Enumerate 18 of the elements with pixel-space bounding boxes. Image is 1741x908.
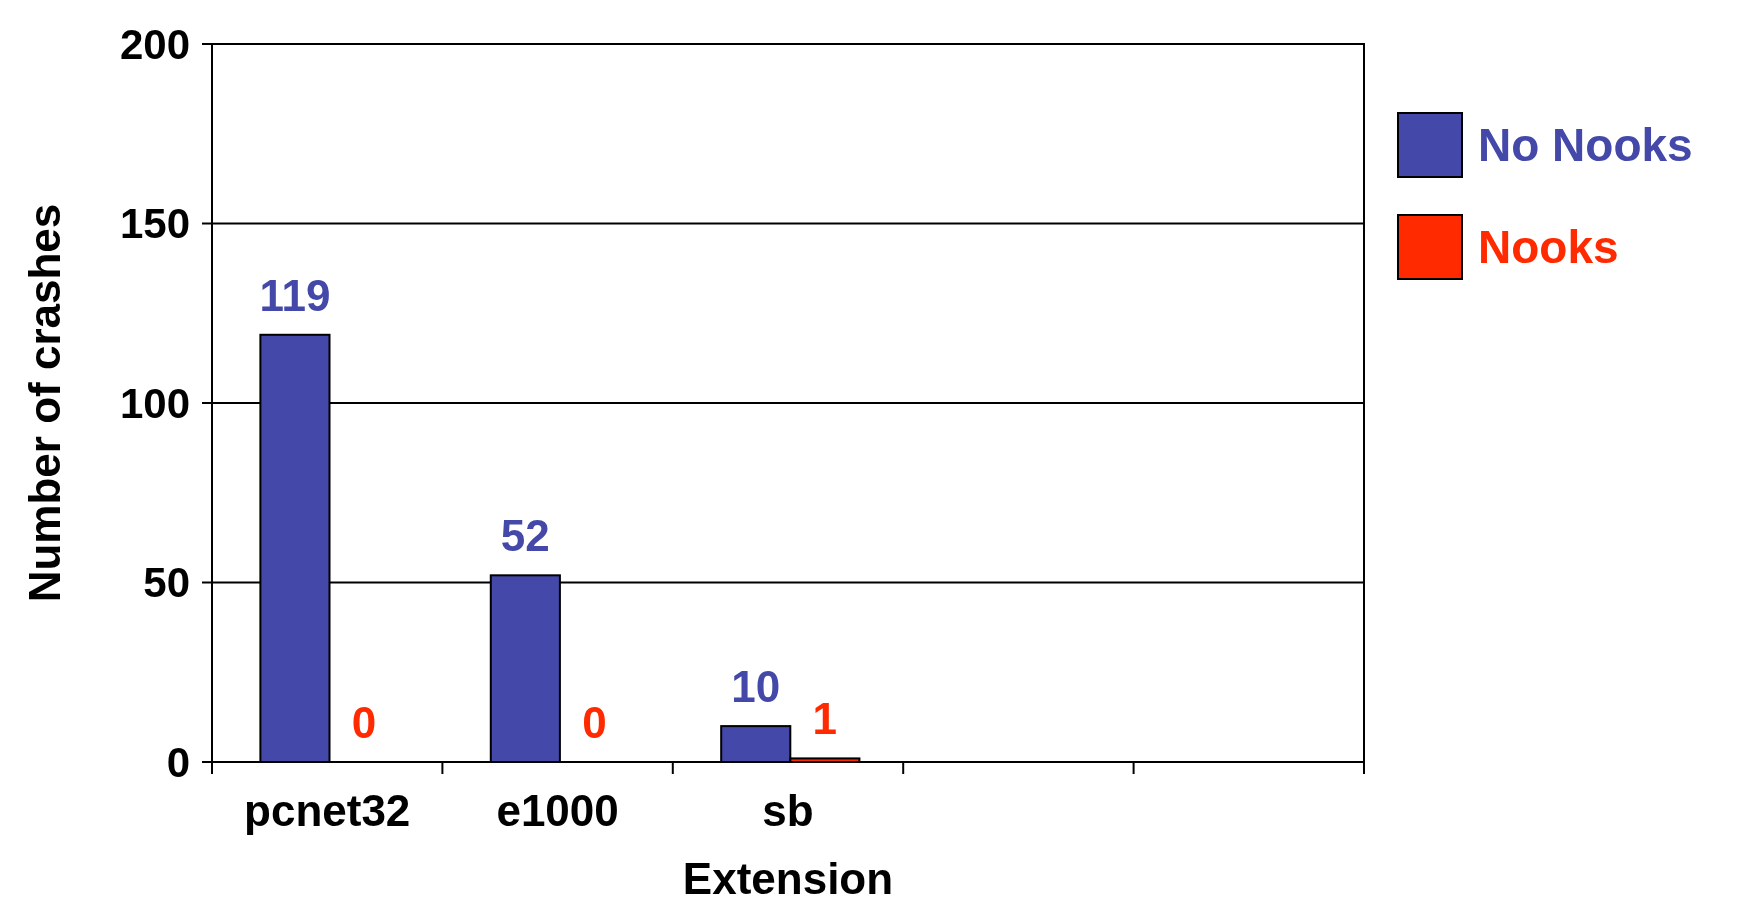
x-tick-label: sb [762,786,814,835]
data-label: 52 [500,511,550,561]
data-label: 0 [582,698,607,747]
data-label: 0 [351,698,377,747]
y-tick-label: 150 [119,200,190,248]
data-label: 10 [731,662,781,712]
legend-label: No Nooks [1478,119,1693,172]
y-tick-label: 200 [119,20,190,68]
x-tick-label: pcnet32 [244,786,411,835]
y-tick-label: 50 [143,559,190,607]
y-tick-label: 100 [119,379,190,427]
legend-label: Nooks [1478,221,1619,274]
x-tick-label: e1000 [496,786,619,835]
x-axis-title: Extension [682,854,894,903]
data-label: 119 [259,270,331,320]
y-tick-label: 0 [166,738,190,786]
y-axis-title: Number of crashes [20,203,69,603]
data-label: 1 [812,694,838,744]
